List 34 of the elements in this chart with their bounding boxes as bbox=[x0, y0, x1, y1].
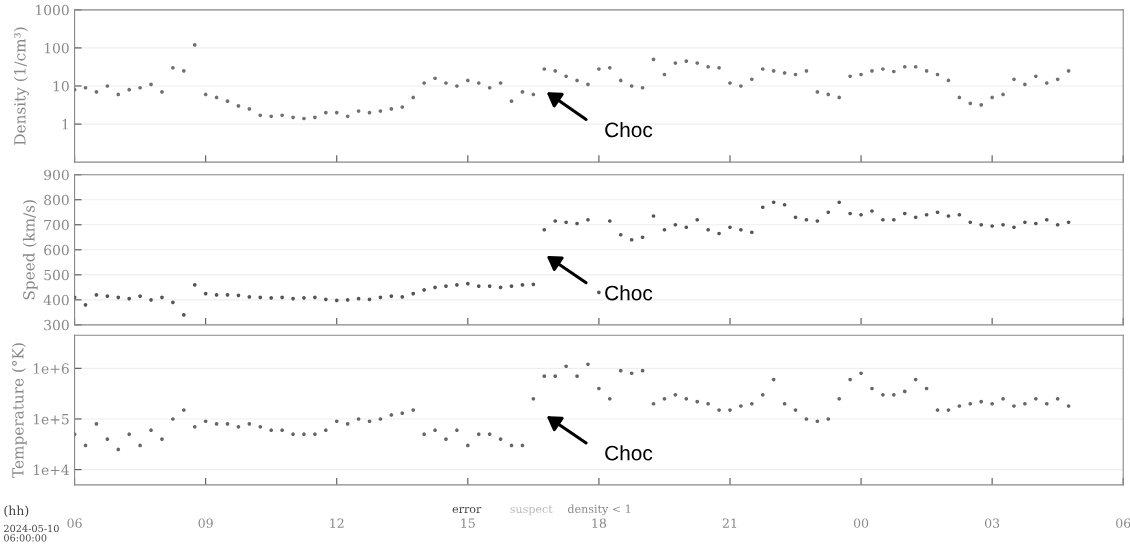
text: suspect bbox=[510, 505, 553, 516]
y-axis-title: Density (1/cm³) bbox=[13, 27, 29, 145]
y-tick-label: 100 bbox=[44, 42, 69, 54]
x-tick-label: 00 bbox=[853, 518, 869, 528]
y-tick-label: 10 bbox=[53, 80, 69, 92]
annotation: Choc bbox=[605, 445, 653, 461]
x-tick-label: 03 bbox=[985, 518, 1000, 528]
y-tick-label: 1e+5 bbox=[33, 413, 69, 425]
y-tick-label: 900 bbox=[44, 169, 69, 181]
x-tick-label: 09 bbox=[198, 518, 213, 528]
y-tick-label: 500 bbox=[44, 269, 69, 281]
annotation: Choc bbox=[605, 285, 653, 301]
y-tick-label: 600 bbox=[44, 244, 69, 256]
y-tick-label: 400 bbox=[43, 294, 69, 306]
y-axis-title: Temperature (°K) bbox=[11, 343, 27, 478]
y-tick-label: 300 bbox=[44, 319, 69, 331]
text: (hh) bbox=[4, 505, 29, 517]
x-tick-label: 06 bbox=[1116, 518, 1130, 528]
x-tick-label: 12 bbox=[330, 518, 344, 528]
x-tick-label: 06 bbox=[67, 518, 82, 528]
y-tick-label: 1e+4 bbox=[33, 464, 70, 476]
text: density < 1 bbox=[567, 504, 631, 516]
y-tick-label: 700 bbox=[44, 219, 69, 231]
y-axis-title: Speed (km/s) bbox=[22, 200, 38, 300]
y-tick-label: 800 bbox=[44, 194, 69, 206]
annotation: Choc bbox=[605, 121, 653, 138]
text: 2024-05-10 06:00:00 bbox=[4, 524, 59, 542]
x-tick-label: 18 bbox=[592, 518, 607, 528]
y-tick-label: 1 bbox=[62, 119, 68, 130]
y-tick-label: 1e+6 bbox=[33, 363, 69, 374]
text: error bbox=[452, 506, 482, 514]
y-tick-label: 1000 bbox=[36, 4, 69, 16]
x-tick-label: 15 bbox=[461, 518, 475, 528]
x-tick-label: 21 bbox=[722, 518, 737, 528]
